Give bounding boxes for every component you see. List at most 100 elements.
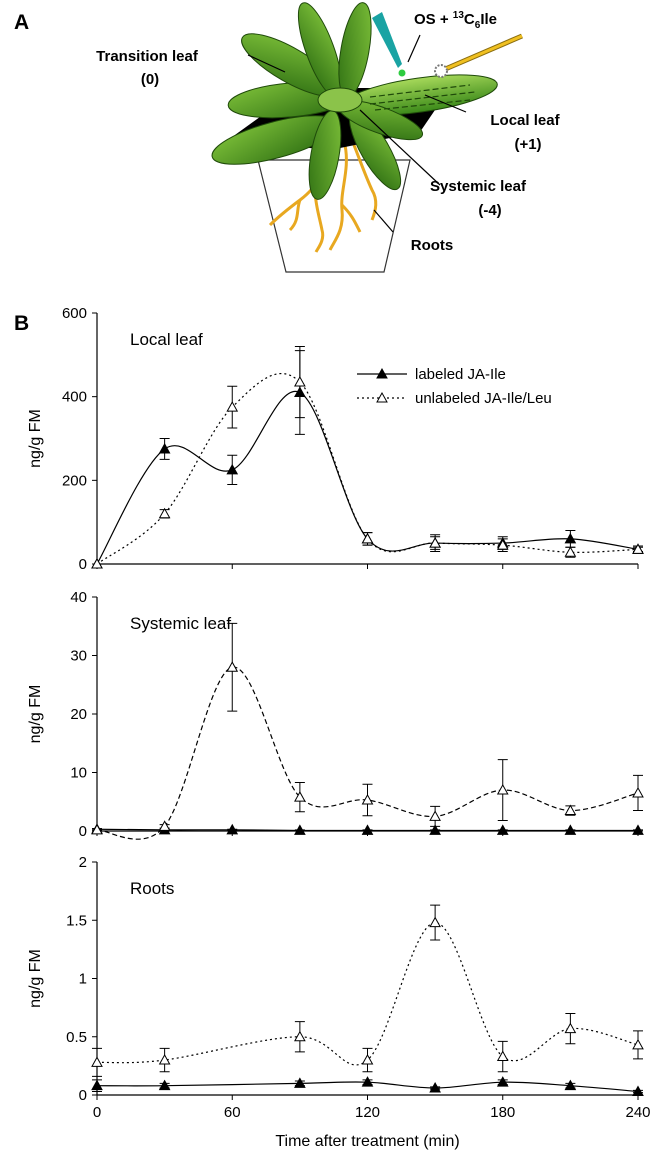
panel-label: B [14,312,29,335]
x-axis-label: Time after treatment (min) [275,1133,459,1150]
y-tick-label: 0 [79,823,87,840]
marker [226,661,239,672]
marker [158,507,171,519]
marker [496,784,509,795]
diagram-label: (-4) [478,202,501,219]
marker [158,1079,171,1091]
y-tick-label: 400 [62,389,87,406]
series-line [96,373,639,565]
series-line [96,666,639,840]
y-tick-label: 20 [70,706,87,723]
wound [434,64,448,78]
marker [564,804,577,816]
y-tick-label: 30 [70,648,87,665]
x-tick-label: 180 [490,1104,515,1121]
diagram-label: OS + 13C6Ile [414,10,497,31]
series-line [96,390,639,565]
series-line [96,921,639,1066]
x-tick-label: 60 [224,1104,241,1121]
local-leaf-marks [369,84,476,111]
panel-label: A [14,11,29,34]
marker [294,1030,306,1042]
diagram-label: Transition leaf [96,48,199,65]
y-tick-label: 1.5 [66,912,87,929]
legend-label: unlabeled JA-Ile/Leu [415,390,552,407]
marker [361,1076,374,1087]
chart: 0 10 20 30 40 ng/g FM Systemic leaf [27,589,644,840]
marker [91,1079,103,1091]
marker [91,1056,103,1067]
marker [226,463,239,475]
diagram-label: (0) [141,71,159,88]
diagram-label: Roots [411,237,454,254]
marker [632,1085,644,1097]
marker [564,1079,577,1091]
marker [158,820,171,831]
marker [91,823,103,835]
plant-diagram: Transition leaf (0) OS + 13C6Ile Local l… [96,2,561,273]
legend-marker [376,367,388,379]
arrows [247,34,467,233]
series-line [96,1081,639,1093]
chart: 0 200 400 600 ng/g FM Local leaf labeled JA-Il… [27,305,644,573]
marker [294,1077,306,1088]
y-tick-label: 600 [62,305,87,322]
marker [158,1054,171,1065]
marker [429,824,441,835]
label-part: OS + [414,11,453,28]
marker [361,1054,374,1065]
marker [632,824,644,835]
marker [564,532,577,544]
y-axis-label: ng/g FM [27,685,44,744]
pipette [372,12,402,68]
marker [429,916,441,928]
y-tick-label: 0 [79,1087,87,1104]
needle [442,34,523,72]
marker [429,810,441,821]
marker [294,375,306,387]
chart: 0 0.5 1 1.5 2 0 60 120 180 240 Time after treatmen… [27,854,651,1150]
marker [361,824,374,835]
y-tick-label: 200 [62,472,87,489]
diagram-label: Systemic leaf [430,178,527,195]
x-tick-label: 120 [355,1104,380,1121]
marker [294,791,306,802]
leaves [211,2,498,200]
marker [632,543,644,554]
marker [158,442,171,454]
marker [632,1038,644,1050]
marker [91,557,103,569]
droplet [398,69,406,77]
y-tick-label: 0 [79,556,87,573]
label-part: Ile [480,11,497,28]
y-tick-label: 10 [70,765,87,782]
legend-label: labeled JA-Ile [415,366,506,383]
x-tick-label: 0 [93,1104,101,1121]
diagram-label: Local leaf [490,112,560,129]
marker [496,824,509,835]
y-axis-label: ng/g FM [27,409,44,468]
marker [429,537,441,548]
x-tick-label: 240 [625,1104,650,1121]
y-axis-label: ng/g FM [27,949,44,1008]
y-tick-label: 2 [79,854,87,871]
marker [226,823,239,835]
marker [496,1050,509,1062]
label-part: C [464,11,475,28]
chart-title: Systemic leaf [130,614,231,633]
marker [294,824,306,835]
marker [429,1081,441,1093]
legend-marker [376,391,388,403]
marker [564,824,577,835]
label-part: 6 [475,20,481,31]
marker [632,786,644,798]
marker [361,793,374,805]
marker [226,401,239,412]
diagram-label: (+1) [514,136,541,153]
marker [361,532,374,544]
y-tick-label: 0.5 [66,1029,87,1046]
y-tick-label: 40 [70,589,87,606]
chart-title: Local leaf [130,330,203,349]
